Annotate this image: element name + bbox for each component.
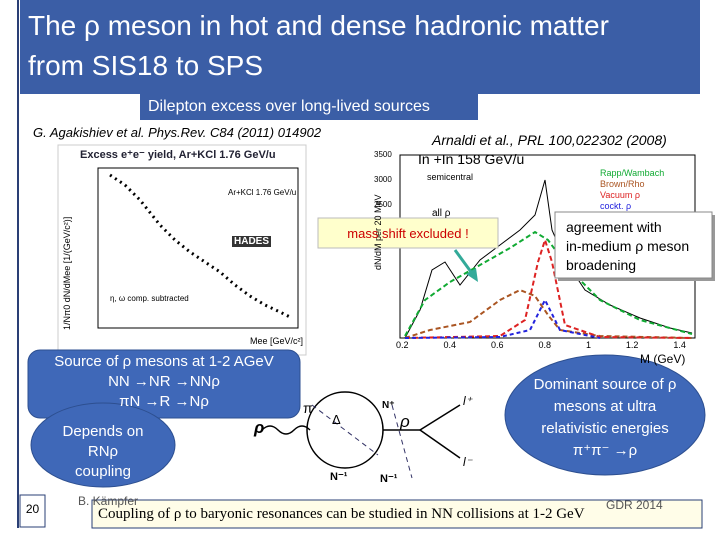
- text-line: in-medium ρ meson: [566, 238, 690, 254]
- diagram-label: N⁻¹: [330, 471, 348, 483]
- diagram-label: N⁺: [382, 400, 395, 411]
- diagram-lepton: [419, 404, 461, 431]
- source-text: Source of ρ mesons at 1-2 AGeV NN →NR →N…: [28, 352, 300, 412]
- subtitle: Dilepton excess over long-lived sources: [148, 98, 430, 115]
- legend: Rapp/Wambach Brown/Rho Vacuum ρ cockt. ρ: [600, 168, 664, 212]
- x-tick-label: 1.2: [625, 340, 639, 350]
- dominant-ellipse: [504, 354, 706, 476]
- x-tick-label: 1: [585, 340, 591, 350]
- diagram-label: l⁺: [463, 394, 472, 408]
- arrow-head: [466, 268, 478, 282]
- depends-ellipse: [30, 402, 176, 488]
- note: η, ω comp. subtracted: [110, 294, 189, 303]
- selection: all ρ: [432, 208, 451, 219]
- x-ticks: 0.2 0.4 0.6 0.8 1 1.2 1.4: [396, 340, 686, 350]
- inset-label: Ar+KCl 1.76 GeV/u: [228, 188, 297, 197]
- page-number: 20: [25, 502, 40, 516]
- text-line: Depends on: [62, 423, 144, 440]
- mass-shift-text: mass shift excluded !: [347, 226, 469, 241]
- x-tick-label: 1.4: [673, 340, 686, 350]
- page-box: [19, 494, 46, 528]
- event: GDR 2014: [606, 498, 663, 512]
- y-tick-label: 2500: [374, 200, 392, 209]
- agreement-box: [554, 211, 713, 279]
- dominant-text: Dominant source of ρ mesons at ultra rel…: [505, 374, 705, 462]
- legend-entry: Rapp/Wambach: [600, 168, 665, 178]
- depends-text: Depends on RNρ coupling: [31, 422, 175, 482]
- x-tick-label: 0.2: [396, 340, 409, 350]
- conclusion-box: [91, 499, 703, 529]
- text-line: π⁺π⁻ →ρ: [572, 442, 638, 459]
- conclusion: Coupling of ρ to baryonic resonances can…: [98, 506, 585, 522]
- diagram-label: l⁻: [463, 455, 472, 469]
- diagram-cut: [391, 404, 413, 479]
- diagram-label: π: [303, 400, 313, 416]
- text-line: agreement with: [566, 219, 662, 235]
- legend-entry: Vacuum ρ: [600, 190, 640, 200]
- diagram-rho-in: [261, 425, 311, 435]
- diagram-label: ρ: [400, 412, 410, 431]
- system-label: In +In 158 GeV/u: [418, 151, 525, 167]
- citation: G. Agakishiev et al. Phys.Rev. C84 (2011…: [33, 125, 322, 140]
- y-tick-label: 3000: [374, 175, 392, 184]
- text-line: broadening: [566, 257, 637, 273]
- text-line: πN →R →Nρ: [119, 393, 209, 410]
- title-line: The ρ meson in hot and dense hadronic ma…: [28, 10, 609, 41]
- x-tick-label: 0.4: [443, 340, 456, 350]
- diagram-lepton: [419, 429, 461, 459]
- subtitle-box: [140, 94, 478, 120]
- text-line: Dominant source of ρ: [533, 376, 677, 393]
- title: The ρ meson in hot and dense hadronic ma…: [28, 6, 609, 86]
- diagram-label: N⁻¹: [380, 473, 398, 485]
- x-tick-label: 0.6: [490, 340, 504, 350]
- diagram-label: Δ: [332, 412, 341, 427]
- agreement-text: agreement with in-medium ρ meson broaden…: [566, 218, 689, 275]
- diagram-pion: [311, 404, 379, 456]
- text-line: NN →NR →NNρ: [108, 373, 220, 390]
- mass-shift-box: [317, 217, 499, 249]
- author: B. Kämpfer: [78, 494, 139, 508]
- right-plot-data: [404, 179, 693, 339]
- left-plot-frame: [57, 144, 307, 356]
- plot-title: Excess e⁺e⁻ yield, Ar+KCl 1.76 GeV/u: [80, 149, 276, 161]
- legend-entry: cockt. ρ: [600, 201, 632, 211]
- text-line: RNρ: [87, 443, 119, 460]
- x-label: Mee [GeV/c²]: [250, 336, 304, 346]
- left-plot-axes: [97, 167, 299, 329]
- y-tick-label: 3500: [374, 150, 392, 159]
- text-line: relativistic energies: [541, 420, 669, 437]
- curve-cocktail: [404, 297, 601, 339]
- text-line: Source of ρ mesons at 1-2 AGeV: [54, 353, 274, 370]
- diagram-loop: [306, 391, 384, 469]
- legend-entry: Brown/Rho: [600, 179, 645, 189]
- citation: Arnaldi et al., PRL 100,022302 (2008): [432, 132, 667, 148]
- centrality: semicentral: [427, 172, 474, 182]
- diagram-label: ρ: [254, 418, 265, 437]
- text-line: mesons at ultra: [553, 398, 657, 415]
- x-label: M (GeV): [640, 352, 686, 366]
- curve-rapp: [404, 230, 693, 337]
- text-line: coupling: [75, 463, 131, 480]
- x-tick-label: 0.8: [538, 340, 551, 350]
- source-box: [27, 349, 301, 419]
- y-label: 1/Nπ0 dN/dMee [1/(GeV/c²)]: [62, 216, 72, 330]
- title-line: from SIS18 to SPS: [28, 50, 263, 81]
- title-bar: [20, 0, 700, 94]
- experiment-logo: HADES: [232, 236, 272, 247]
- curve-vacuum: [404, 236, 693, 339]
